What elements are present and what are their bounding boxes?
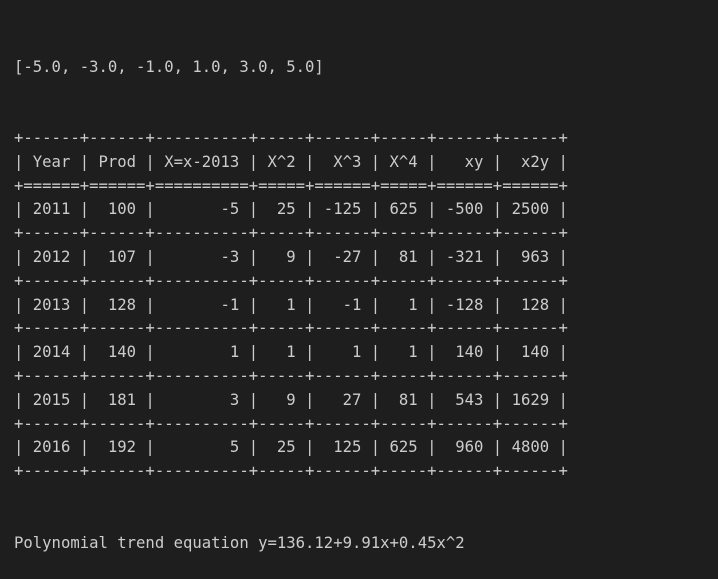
ascii-table: +------+------+----------+-----+------+-…: [14, 127, 568, 484]
table-row-separator: +------+------+----------+-----+------+-…: [14, 366, 568, 385]
equation-output-line: Polynomial trend equation y=136.12+9.91x…: [14, 533, 465, 552]
table-row-separator: +------+------+----------+-----+------+-…: [14, 271, 568, 290]
table-row: | 2013 | 128 | -1 | 1 | -1 | 1 | -128 | …: [14, 295, 568, 314]
table-row: | 2011 | 100 | -5 | 25 | -125 | 625 | -5…: [14, 200, 568, 219]
table-row: | 2014 | 140 | 1 | 1 | 1 | 1 | 140 | 140…: [14, 343, 568, 362]
table-row-separator: +------+------+----------+-----+------+-…: [14, 319, 568, 338]
table-header-separator: +======+======+==========+=====+======+=…: [14, 176, 568, 195]
terminal-output: [-5.0, -3.0, -1.0, 1.0, 3.0, 5.0] +-----…: [14, 8, 568, 579]
table-row-separator: +------+------+----------+-----+------+-…: [14, 462, 568, 481]
table-row: | 2015 | 181 | 3 | 9 | 27 | 81 | 543 | 1…: [14, 390, 568, 409]
table-row: | 2016 | 192 | 5 | 25 | 125 | 625 | 960 …: [14, 438, 568, 457]
list-output-line: [-5.0, -3.0, -1.0, 1.0, 3.0, 5.0]: [14, 57, 324, 76]
table-border-top: +------+------+----------+-----+------+-…: [14, 128, 568, 147]
table-row-separator: +------+------+----------+-----+------+-…: [14, 414, 568, 433]
table-row: | 2012 | 107 | -3 | 9 | -27 | 81 | -321 …: [14, 247, 568, 266]
table-header-row: | Year | Prod | X=x-2013 | X^2 | X^3 | X…: [14, 152, 568, 171]
table-row-separator: +------+------+----------+-----+------+-…: [14, 224, 568, 243]
